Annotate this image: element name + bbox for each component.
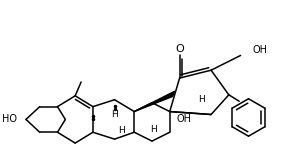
Text: HO: HO: [2, 114, 17, 124]
Text: OH: OH: [177, 114, 192, 124]
Text: H: H: [198, 95, 205, 104]
Polygon shape: [134, 91, 175, 112]
Text: O: O: [175, 43, 184, 53]
Text: H: H: [118, 126, 125, 135]
Text: H: H: [111, 110, 118, 119]
Text: OH: OH: [252, 44, 267, 54]
Text: H: H: [151, 125, 157, 134]
